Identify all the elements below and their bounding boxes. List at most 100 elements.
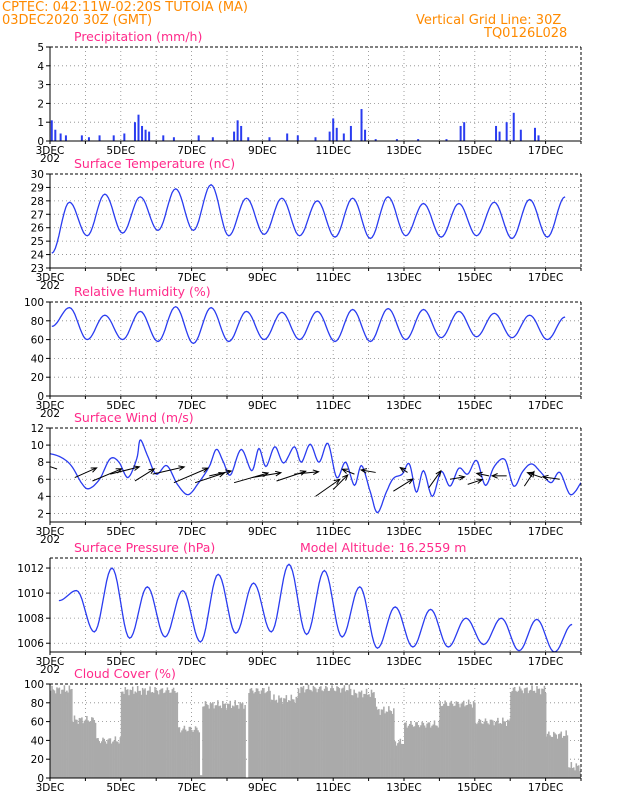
wind-arrow-head <box>312 469 320 476</box>
precip-bar <box>64 135 67 141</box>
cloud-bar <box>371 692 374 778</box>
panel-data <box>50 684 581 778</box>
y-tick-label: 80 <box>31 316 44 328</box>
cloud-bar <box>480 723 483 778</box>
panel-4 <box>46 427 582 525</box>
cloud-bar <box>459 707 461 778</box>
cloud-bar <box>498 723 500 778</box>
y-tick-label: 20 <box>31 754 44 766</box>
cloud-bar <box>107 739 109 778</box>
cloud-bar <box>125 689 128 778</box>
cloud-bar <box>413 726 416 778</box>
cloud-bar <box>126 689 129 778</box>
cloud-bar <box>295 696 298 778</box>
wind-arrow-head <box>201 467 210 473</box>
cloud-bar <box>436 725 438 778</box>
precip-bar <box>172 137 175 141</box>
cloud-bar <box>97 738 99 778</box>
x-tick-label: 7DEC <box>177 782 206 794</box>
x-tick-label: 13DEC <box>386 145 421 157</box>
cloud-bar <box>271 699 274 778</box>
cloud-bar <box>352 695 354 778</box>
cloud-bar <box>518 686 521 778</box>
cloud-bar <box>426 723 428 778</box>
cloud-bar <box>307 684 310 778</box>
cloud-bar <box>557 734 560 778</box>
cloud-bar <box>485 721 488 778</box>
wind-arrow-head <box>342 474 349 481</box>
precip-bar <box>533 127 536 141</box>
cloud-bar <box>145 694 148 778</box>
cloud-bar <box>538 688 541 778</box>
wind-arrow-head <box>475 471 483 478</box>
y-tick-label: 4 <box>37 491 44 503</box>
wind-arrow <box>50 466 58 470</box>
cloud-bar <box>354 692 357 778</box>
cloud-bar <box>564 735 566 778</box>
y-tick-label: 2 <box>37 508 44 520</box>
x-tick-label: 17DEC <box>528 782 563 794</box>
cloud-bar <box>179 732 182 778</box>
cloud-bar <box>51 685 53 778</box>
cloud-bar <box>52 689 55 778</box>
cloud-bar <box>451 703 454 778</box>
cloud-bar <box>575 763 578 778</box>
cloud-bar <box>478 718 481 778</box>
precip-bar <box>268 137 271 141</box>
x-tick-label: 17DEC <box>528 656 563 668</box>
panel-1 <box>46 46 582 144</box>
cloud-bar <box>124 687 127 778</box>
cloud-bar <box>300 686 302 778</box>
cloud-bar <box>268 686 270 778</box>
cloud-bar <box>72 721 75 778</box>
cloud-bar <box>58 687 61 778</box>
cloud-bar <box>104 741 107 778</box>
cloud-bar <box>315 688 317 778</box>
cloud-bar <box>240 703 243 778</box>
cloud-bar <box>71 720 73 778</box>
cloud-bar <box>279 698 281 778</box>
cloud-bar <box>234 700 236 778</box>
cloud-bar <box>517 690 520 778</box>
cloud-bar <box>286 702 289 778</box>
wind-arrow-head <box>526 471 534 478</box>
cloud-bar <box>489 719 492 778</box>
x-tick-label: 13DEC <box>386 656 421 668</box>
cloud-bar <box>400 743 403 778</box>
cloud-bar <box>94 722 97 778</box>
precip-bar <box>498 131 501 141</box>
x-tick-label: 3DEC <box>36 145 65 157</box>
cloud-bar <box>251 690 254 778</box>
cloud-bar <box>222 700 224 778</box>
cloud-bar <box>182 728 184 778</box>
cloud-bar <box>350 695 353 778</box>
x-tick-label: 3DEC <box>36 272 65 284</box>
cloud-bar <box>305 689 307 778</box>
cloud-bar <box>526 687 528 778</box>
cloud-bar <box>68 685 71 778</box>
cloud-bar <box>553 731 555 778</box>
cloud-bar <box>333 690 336 778</box>
cloud-bar <box>109 738 112 778</box>
cloud-bar <box>520 688 522 778</box>
pressure-line <box>58 563 573 652</box>
cloud-bar <box>457 703 460 778</box>
cloud-bar <box>410 721 412 778</box>
y-tick-label: 27 <box>31 209 44 221</box>
cloud-bar <box>530 689 532 778</box>
x-tick-label: 5DEC <box>106 145 135 157</box>
wind-arrow <box>173 467 209 484</box>
cloud-bar <box>199 775 202 778</box>
cloud-bar <box>259 693 261 778</box>
cloud-bar <box>420 725 422 778</box>
cloud-bar <box>391 713 394 778</box>
precip-bar <box>162 135 165 141</box>
cloud-bar <box>568 767 570 778</box>
cloud-bar <box>416 722 418 778</box>
precip-bar <box>459 125 462 141</box>
cloud-bar <box>82 723 84 778</box>
cloud-bar <box>559 733 561 778</box>
cloud-bar <box>332 688 335 778</box>
panel-title: Surface Wind (m/s) <box>74 410 194 425</box>
cloud-bar <box>487 723 489 778</box>
